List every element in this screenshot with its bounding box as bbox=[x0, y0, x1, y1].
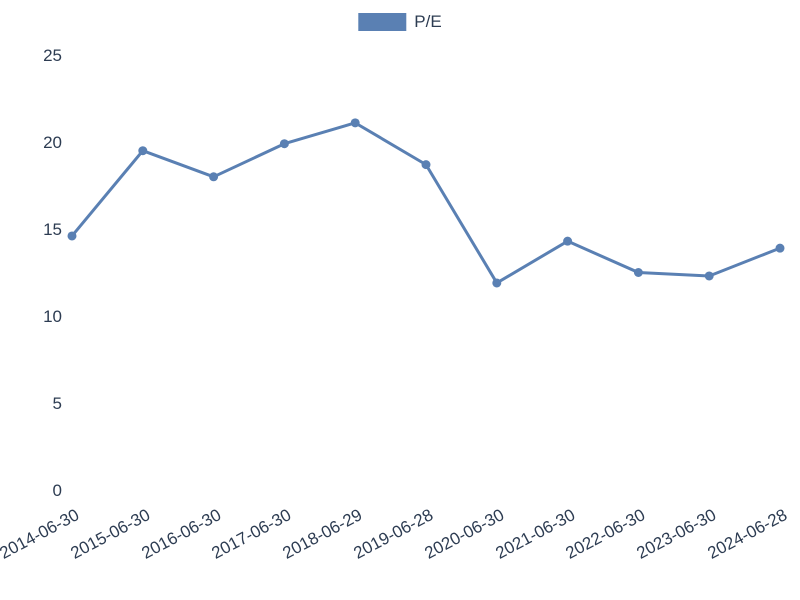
data-point bbox=[351, 118, 360, 127]
data-point bbox=[68, 231, 77, 240]
series-markers bbox=[68, 118, 785, 287]
data-point bbox=[422, 160, 431, 169]
plot-area bbox=[0, 0, 800, 600]
data-point bbox=[563, 237, 572, 246]
pe-line-chart: P/E 0510152025 2014-06-302015-06-302016-… bbox=[0, 0, 800, 600]
data-point bbox=[705, 271, 714, 280]
data-point bbox=[776, 244, 785, 253]
series-line bbox=[72, 123, 780, 283]
data-point bbox=[209, 172, 218, 181]
data-point bbox=[492, 278, 501, 287]
data-point bbox=[138, 146, 147, 155]
data-point bbox=[280, 139, 289, 148]
data-point bbox=[634, 268, 643, 277]
